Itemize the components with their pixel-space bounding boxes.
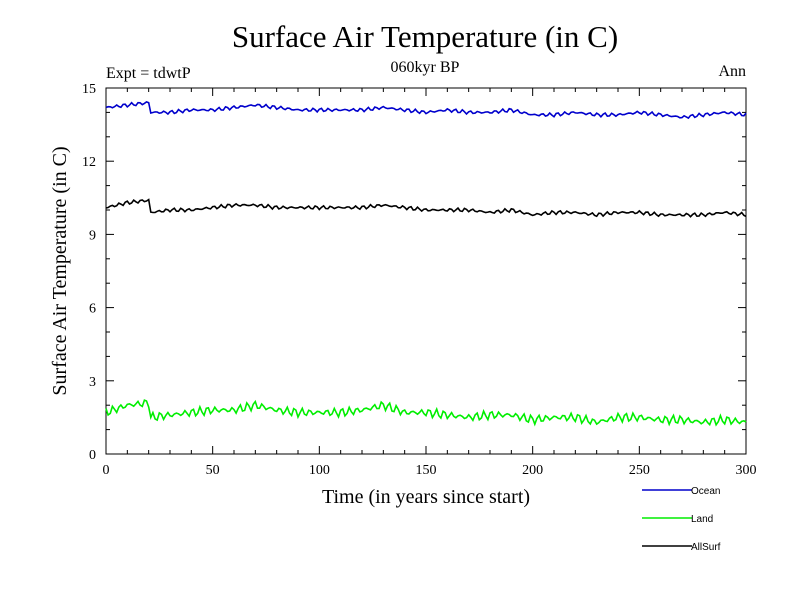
x-tick-label: 200 (522, 463, 543, 478)
experiment-label: Expt = tdwtP (106, 65, 191, 82)
series-line-allsurf (105, 198, 747, 218)
y-tick-label: 0 (89, 448, 96, 463)
chart-title: Surface Air Temperature (in C) (232, 19, 618, 54)
legend-label-land: Land (691, 514, 713, 525)
axis-ticks (105, 87, 747, 455)
legend-label-allsurf: AllSurf (691, 542, 721, 553)
y-tick-label: 15 (82, 82, 96, 97)
y-tick-label: 3 (89, 375, 96, 390)
legend: Ocean Land AllSurf (642, 486, 721, 553)
plot-frame (105, 87, 747, 455)
series-line-land (105, 399, 747, 427)
x-tick-label: 0 (103, 463, 110, 478)
y-tick-label: 6 (89, 302, 96, 317)
x-tick-label: 300 (736, 463, 757, 478)
y-axis-label: Surface Air Temperature (in C) (49, 146, 71, 395)
x-tick-label: 150 (416, 463, 437, 478)
tick-labels: 0 50 100 150 200 250 300 0 3 6 9 12 15 (82, 82, 757, 478)
x-tick-label: 50 (206, 463, 220, 478)
y-tick-label: 9 (89, 228, 96, 243)
x-axis-label: Time (in years since start) (322, 486, 530, 508)
legend-label-ocean: Ocean (691, 486, 720, 497)
series-line-ocean (105, 101, 747, 120)
chart-subtitle: 060kyr BP (391, 59, 460, 76)
x-tick-label: 250 (629, 463, 650, 478)
x-tick-label: 100 (309, 463, 330, 478)
series-lines (105, 101, 747, 427)
period-label: Ann (718, 63, 746, 80)
y-tick-label: 12 (82, 155, 96, 170)
